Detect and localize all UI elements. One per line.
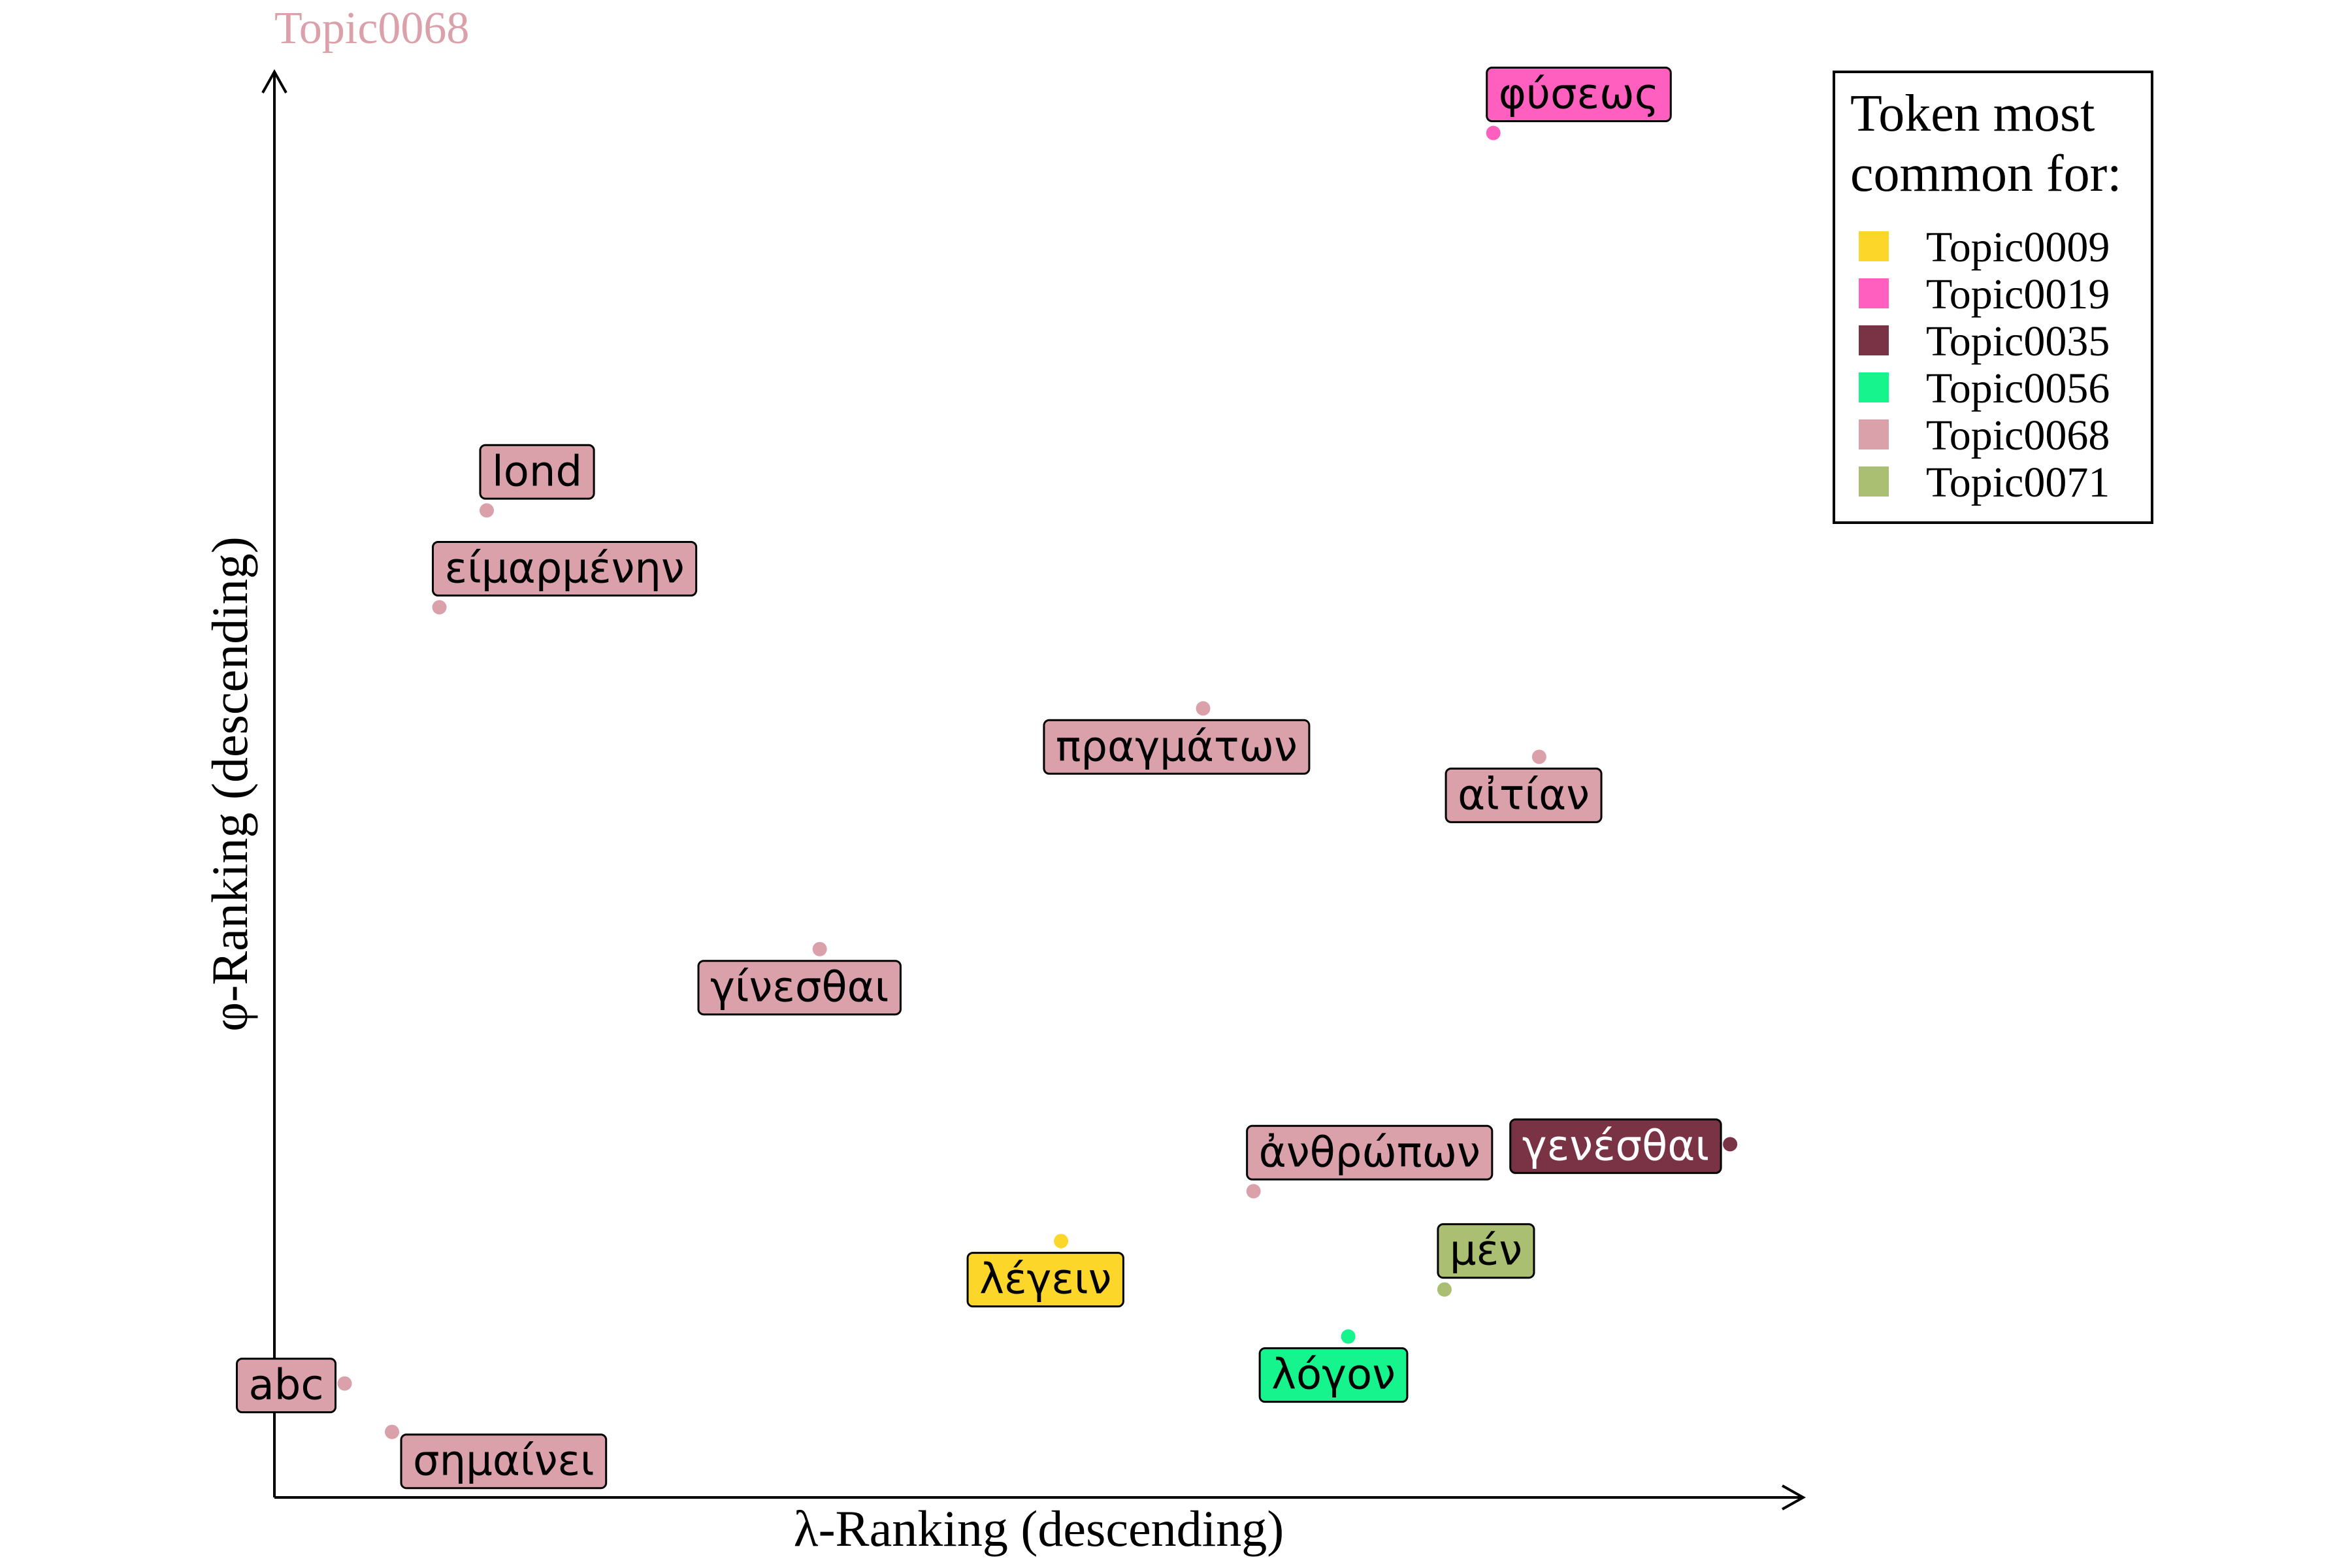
point-label: λέγειν [968,1253,1123,1307]
point-label-text: σημαίνει [413,1437,595,1486]
data-point [1532,749,1546,764]
point-label: lond [480,445,594,498]
data-point [385,1425,399,1439]
data-point [1486,126,1501,140]
point-label: ἀνθρώπων [1247,1126,1492,1179]
point-label: abc [237,1359,336,1413]
data-point [813,942,827,956]
point-label-text: γενέσθαι [1522,1122,1709,1170]
point-label-text: πραγμάτων [1056,723,1298,771]
point-label-text: φύσεως [1499,71,1659,119]
point-label: φύσεως [1487,68,1671,122]
point-label-text: μέν [1450,1227,1522,1275]
legend-swatch [1859,466,1889,497]
x-axis-label: λ-Ranking (descending) [794,1500,1284,1557]
point-label-text: αἰτίαν [1458,771,1590,819]
data-point [1723,1137,1737,1151]
legend-label: Topic0071 [1926,459,2110,506]
legend-swatch [1859,419,1889,449]
legend-label: Topic0035 [1926,318,2110,365]
legend-swatch [1859,231,1889,261]
chart-title: Topic0068 [274,3,469,54]
legend-label: Topic0068 [1926,412,2110,459]
legend-label: Topic0009 [1926,223,2110,271]
point-label-text: γίνεσθαι [710,964,889,1012]
y-axis-label: φ-Ranking (descending) [201,536,258,1032]
point-label-text: abc [249,1362,324,1410]
legend: Token most common for: Topic0009Topic001… [1834,72,2152,523]
data-point [480,503,494,517]
legend-title-line-2: common for: [1850,145,2121,203]
legend-swatch [1859,372,1889,402]
point-label-text: lond [492,448,582,496]
legend-swatch [1859,278,1889,308]
data-point [1437,1282,1452,1297]
data-point [338,1377,352,1391]
legend-label: Topic0019 [1926,270,2110,318]
point-labels: φύσεως lond είμαρμένην πραγμάτων αἰτίαν γίνεσ… [237,68,1722,1488]
point-label: πραγμάτων [1044,720,1309,774]
point-label: γίνεσθαι [698,961,900,1015]
point-label-text: λέγειν [979,1256,1111,1304]
data-point [1247,1184,1261,1198]
data-point [1196,701,1211,715]
point-label: σημαίνει [401,1435,606,1488]
point-label: λόγον [1260,1348,1407,1402]
legend-label: Topic0056 [1926,365,2110,412]
point-label: μέν [1438,1224,1534,1278]
legend-title-line-1: Token most [1850,85,2095,142]
point-label-text: ἀνθρώπων [1259,1128,1480,1177]
point-label-text: είμαρμένην [445,545,685,593]
data-point [1054,1234,1068,1249]
point-label-text: λόγον [1271,1351,1396,1399]
point-label: είμαρμένην [433,542,696,596]
point-label: αἰτίαν [1446,768,1601,822]
data-point [433,600,447,615]
data-point [1341,1330,1356,1344]
legend-swatch [1859,325,1889,355]
point-label: γενέσθαι [1511,1119,1721,1173]
